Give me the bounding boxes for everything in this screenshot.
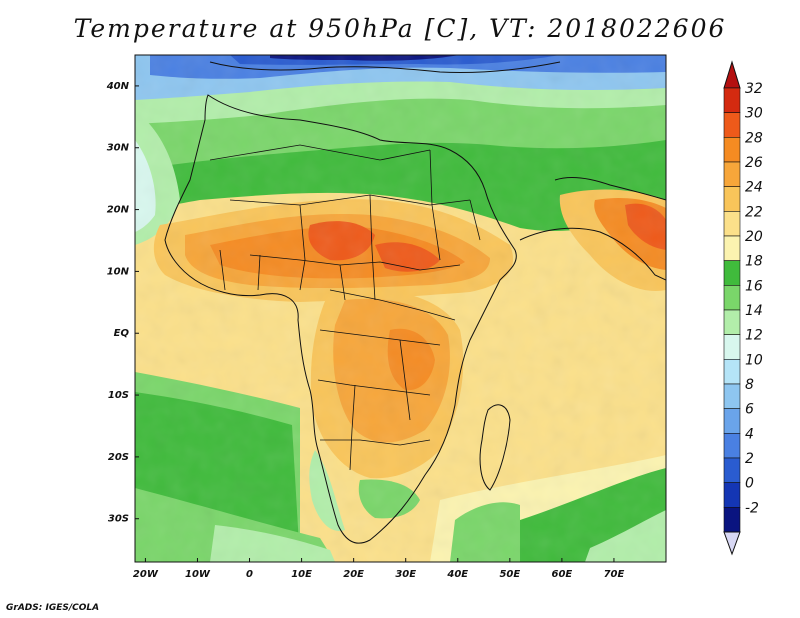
colorbar-swatch xyxy=(723,507,741,533)
lat-tick-label: 40N xyxy=(106,81,130,92)
colorbar-swatch xyxy=(723,161,741,187)
colorbar-swatch xyxy=(723,285,741,311)
lat-tick-label: EQ xyxy=(114,328,130,339)
colorbar-label: 10 xyxy=(745,352,763,368)
lat-tick-label: 30N xyxy=(107,143,130,154)
colorbar-swatch xyxy=(723,334,741,360)
colorbar-label: 20 xyxy=(745,229,763,245)
colorbar-label: 32 xyxy=(745,81,763,97)
colorbar-top-arrow xyxy=(723,60,741,89)
grads-credit: GrADS: IGES/COLA xyxy=(6,603,100,613)
colorbar-label: 16 xyxy=(745,278,763,294)
colorbar-swatch xyxy=(723,383,741,409)
colorbar-label: 4 xyxy=(745,426,754,442)
coastline-outlines xyxy=(164,61,666,544)
lon-tick-label: 50E xyxy=(499,569,520,580)
colorbar-label: 12 xyxy=(745,328,763,344)
colorbar-swatch xyxy=(723,433,741,459)
colorbar-label: 28 xyxy=(745,130,763,146)
colorbar-swatch xyxy=(723,186,741,212)
colorbar-label: 6 xyxy=(745,402,754,418)
lon-tick-label: 40E xyxy=(446,569,468,580)
colorbar-label: 0 xyxy=(745,476,754,492)
colorbar-label: 18 xyxy=(745,254,763,270)
colorbar-swatch xyxy=(723,137,741,163)
lat-tick-label: 30S xyxy=(108,514,129,525)
lon-tick-label: 10W xyxy=(185,569,211,580)
colorbar-label: -2 xyxy=(745,500,759,516)
map-title: Temperature at 950hPa [C], VT: 201802260… xyxy=(73,14,727,43)
colorbar-swatch xyxy=(723,87,741,113)
colorbar-label: 26 xyxy=(745,155,763,171)
colorbar-label: 14 xyxy=(745,303,763,319)
colorbar-label: 22 xyxy=(745,204,763,220)
lon-tick-label: 30E xyxy=(395,569,416,580)
longitude-labels: 20W 10W 0 10E 20E 30E 40E 50E 60E 70E xyxy=(133,558,625,580)
colorbar-swatch xyxy=(723,359,741,385)
lat-tick-label: 10N xyxy=(107,266,130,277)
lon-tick-label: 20E xyxy=(343,569,364,580)
lon-tick-label: 60E xyxy=(552,569,573,580)
lat-tick-label: 20N xyxy=(107,205,130,216)
colorbar-swatch xyxy=(723,408,741,434)
lon-tick-label: 20W xyxy=(133,569,159,580)
colorbar-swatch xyxy=(723,112,741,138)
colorbar-swatch xyxy=(723,457,741,483)
latitude-labels: 40N 30N 20N 10N EQ 10S 20S 30S xyxy=(106,81,139,525)
colorbar-swatch xyxy=(723,235,741,261)
colorbar-swatch xyxy=(723,309,741,335)
colorbar-label: 24 xyxy=(745,180,763,196)
colorbar-bottom-arrow xyxy=(723,531,741,556)
lon-tick-label: 70E xyxy=(604,569,625,580)
lon-tick-label: 0 xyxy=(246,569,253,580)
colorbar-label: 30 xyxy=(745,106,763,122)
country-borders xyxy=(209,144,481,471)
plot-frame xyxy=(134,54,667,563)
lat-tick-label: 10S xyxy=(108,390,129,401)
colorbar-label: 8 xyxy=(745,377,754,393)
temperature-field xyxy=(135,55,666,562)
lat-tick-label: 20S xyxy=(108,452,129,463)
colorbar-swatch xyxy=(723,260,741,286)
colorbar-swatch xyxy=(723,482,741,508)
colorbar-swatch xyxy=(723,211,741,237)
lon-tick-label: 10E xyxy=(291,569,312,580)
colorbar-label: 2 xyxy=(745,451,754,467)
